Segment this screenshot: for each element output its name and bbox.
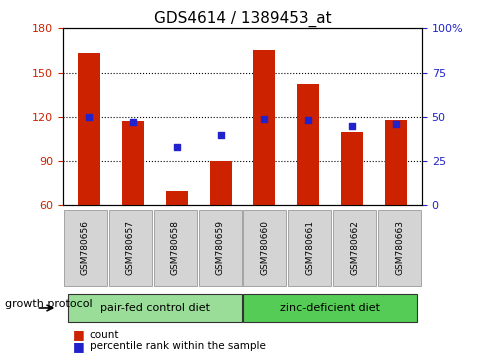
Point: [391, 121, 399, 127]
Text: percentile rank within the sample: percentile rank within the sample: [90, 341, 265, 351]
Bar: [253, 51, 275, 205]
Text: GSM780657: GSM780657: [125, 220, 135, 275]
Text: ■: ■: [73, 328, 84, 341]
Bar: [209, 161, 231, 205]
Text: GSM780658: GSM780658: [170, 220, 180, 275]
Text: growth protocol: growth protocol: [5, 299, 92, 309]
Text: pair-fed control diet: pair-fed control diet: [100, 303, 210, 313]
Bar: [384, 120, 406, 205]
Point: [129, 119, 136, 125]
Text: count: count: [90, 330, 119, 339]
Text: ■: ■: [73, 340, 84, 353]
Text: zinc-deficient diet: zinc-deficient diet: [279, 303, 379, 313]
Point: [85, 114, 93, 120]
Text: GSM780660: GSM780660: [260, 220, 269, 275]
Point: [303, 118, 311, 123]
Bar: [340, 132, 362, 205]
Point: [260, 116, 268, 121]
Point: [216, 132, 224, 137]
Text: GSM780659: GSM780659: [215, 220, 224, 275]
Bar: [297, 84, 318, 205]
Text: GSM780662: GSM780662: [349, 220, 359, 275]
Bar: [78, 53, 100, 205]
Text: GSM780656: GSM780656: [81, 220, 90, 275]
Bar: [122, 121, 144, 205]
Point: [173, 144, 181, 150]
Text: GSM780663: GSM780663: [394, 220, 403, 275]
Bar: [166, 190, 187, 205]
Point: [348, 123, 355, 129]
Text: GSM780661: GSM780661: [304, 220, 314, 275]
Text: GDS4614 / 1389453_at: GDS4614 / 1389453_at: [153, 11, 331, 27]
